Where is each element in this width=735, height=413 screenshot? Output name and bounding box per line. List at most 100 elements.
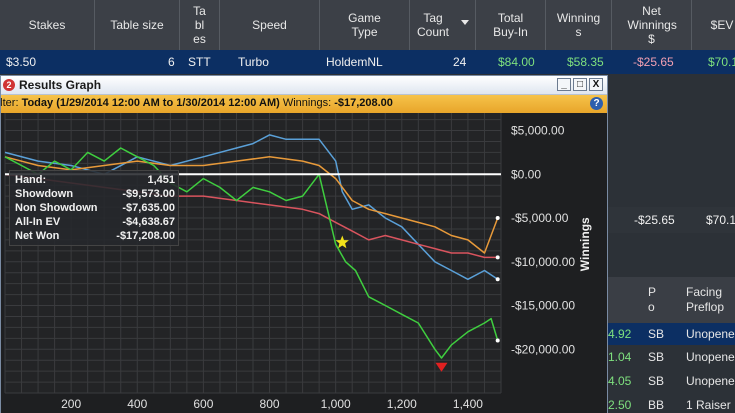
stat-label: All-In EV: [15, 216, 61, 228]
column-label: Tables: [193, 4, 206, 46]
y-axis-label: Winnings: [578, 217, 592, 271]
column-label: Game Type: [348, 11, 381, 39]
series-end-point: [495, 255, 500, 260]
column-header-net-winnings[interactable]: Net Winnings $: [612, 0, 692, 50]
series-end-point: [495, 338, 500, 343]
filter-range: Today (1/29/2014 12:00 AM to 1/30/2014 1…: [21, 97, 280, 109]
window-title: Results Graph: [19, 78, 102, 92]
table-row[interactable]: 4.05 SB Unopened: [608, 370, 735, 392]
table-row[interactable]: 4.92 SB Unopened: [608, 323, 735, 345]
cell-facing: Unopened: [686, 350, 735, 364]
cell-value: 1.04: [608, 350, 632, 364]
sub-table-header: P o Facing Preflop: [608, 277, 735, 323]
column-header-total-buy-in[interactable]: Total Buy-In: [476, 0, 546, 50]
y-tick-label: -$10,000.00: [511, 255, 575, 269]
results-chart: 200 400 600 800 1,000 1,200 1,400 $5,000.00 $0.0…: [1, 113, 607, 413]
column-label: Table size: [110, 18, 164, 32]
cell-position: BB: [648, 398, 665, 412]
cell-value: 4.92: [608, 327, 632, 341]
table-header: Stakes Table size Tables Speed Game Type…: [0, 0, 735, 50]
cell-position: SB: [648, 350, 665, 364]
column-header-tag-count[interactable]: Tag Count: [410, 0, 476, 50]
column-label: $EV: [710, 18, 734, 32]
y-tick-label: -$15,000.00: [511, 299, 575, 313]
y-tick-label: -$20,000.00: [511, 342, 575, 356]
x-tick-label: 400: [127, 397, 147, 411]
column-header-table-size[interactable]: Table size: [95, 0, 180, 50]
cell-value: 2.50: [608, 398, 632, 412]
column-label: Tag Count: [416, 11, 450, 39]
column-header-facing-preflop[interactable]: Facing Preflop: [686, 285, 725, 314]
cell-position: SB: [648, 327, 665, 341]
column-label: Net Winnings $: [627, 4, 677, 46]
cell-net-winnings: -$25.65: [633, 55, 674, 69]
help-icon[interactable]: ?: [590, 97, 603, 110]
filter-winnings-label: Winnings:: [282, 97, 332, 109]
stat-value: -$7,635.00: [122, 202, 175, 214]
x-tick-label: 1,000: [321, 397, 351, 411]
stat-label: Net Won: [15, 230, 60, 242]
column-header-game-type[interactable]: Game Type: [320, 0, 410, 50]
stat-value: 1,451: [147, 174, 175, 186]
table-row[interactable]: 2.50 BB 1 Raiser: [608, 394, 735, 413]
y-tick-label: -$5,000.00: [511, 211, 569, 225]
maximize-button[interactable]: □: [573, 78, 587, 91]
cell-value: 4.05: [608, 374, 632, 388]
stat-label: Showdown: [15, 188, 74, 200]
cell-position: SB: [648, 374, 665, 388]
column-label: Speed: [252, 18, 287, 32]
column-label: Total Buy-In: [493, 11, 528, 39]
column-header-stakes[interactable]: Stakes: [0, 0, 95, 50]
close-button[interactable]: X: [589, 78, 603, 91]
filter-bar: Filter: Today (1/29/2014 12:00 AM to 1/3…: [0, 95, 607, 113]
series-end-point: [495, 216, 500, 220]
low-point-marker: [435, 362, 448, 372]
cell-facing: Unopened: [686, 374, 735, 388]
stat-row-net-won: Net Won -$17,208.00: [15, 230, 175, 245]
y-tick-label: $0.00: [511, 167, 541, 181]
stat-label: Hand:: [15, 174, 47, 186]
summary-row: -$25.65 $70.1: [608, 207, 735, 233]
stat-row-all-in-ev: All-In EV -$4,638.67: [15, 216, 175, 231]
column-label: Stakes: [28, 18, 66, 32]
filter-prefix: Filter:: [0, 97, 19, 109]
chart-svg: 200 400 600 800 1,000 1,200 1,400 $5,000.00 $0.0…: [4, 113, 592, 411]
stat-row-showdown: Showdown -$9,573.00: [15, 188, 175, 203]
column-header-tables[interactable]: Tables: [180, 0, 220, 50]
x-tick-label: 1,200: [387, 397, 417, 411]
cell-ev: $70.1: [708, 55, 735, 69]
cell-game-type: HoldemNL: [326, 55, 383, 69]
stat-row-non-showdown: Non Showdown -$7,635.00: [15, 202, 175, 217]
stat-value: -$9,573.00: [122, 188, 175, 200]
summary-net-winnings: -$25.65: [634, 213, 675, 227]
cell-tables: STT: [188, 55, 211, 69]
x-tick-label: 600: [193, 397, 213, 411]
x-tick-label: 1,400: [453, 397, 483, 411]
column-header-ev[interactable]: $EV: [692, 0, 735, 50]
series-end-point: [495, 277, 500, 282]
stats-overlay: Hand: 1,451 Showdown -$9,573.00 Non Show…: [9, 170, 179, 246]
stat-value: -$4,638.67: [122, 216, 175, 228]
table-row[interactable]: $3.50 6 STT Turbo HoldemNL 24 $84.00 $58…: [0, 50, 735, 74]
stat-value: -$17,208.00: [116, 230, 175, 242]
cell-facing: Unopened: [686, 327, 735, 341]
cell-facing: 1 Raiser: [686, 398, 731, 412]
minimize-button[interactable]: _: [557, 78, 571, 91]
series-line-3: [4, 147, 499, 359]
filter-winnings-value: -$17,208.00: [334, 97, 393, 109]
filter-description: Filter: Today (1/29/2014 12:00 AM to 1/3…: [0, 97, 393, 109]
y-tick-label: $5,000.00: [511, 124, 565, 138]
results-graph-window[interactable]: 2 Results Graph _ □ X Filter: Today (1/2…: [0, 75, 608, 413]
background-table-panel: [608, 74, 735, 413]
cell-speed: Turbo: [238, 55, 269, 69]
title-bar[interactable]: 2 Results Graph _ □ X: [1, 76, 607, 95]
stat-label: Non Showdown: [15, 202, 98, 214]
table-row[interactable]: 1.04 SB Unopened: [608, 346, 735, 368]
cell-total-buy-in: $84.00: [498, 55, 535, 69]
column-header-position[interactable]: P o: [648, 285, 656, 314]
cell-table-size: 6: [168, 55, 175, 69]
cell-winnings: $58.35: [567, 55, 604, 69]
column-header-winnings[interactable]: Winnings: [546, 0, 612, 50]
column-header-speed[interactable]: Speed: [220, 0, 320, 50]
x-tick-label: 800: [260, 397, 280, 411]
